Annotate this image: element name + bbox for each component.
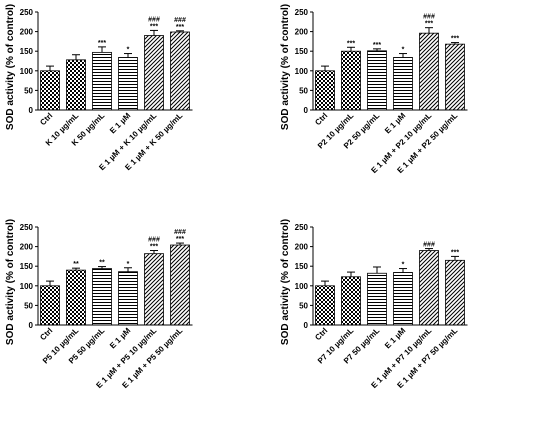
x-tick-label: E 1 µM	[108, 326, 133, 351]
y-axis-label: SOD activity (% of control)	[5, 219, 16, 345]
significance-label: *	[402, 262, 405, 269]
significance-label: **	[99, 260, 105, 267]
y-tick-label: 150	[295, 47, 309, 56]
x-tick-label: E 1 µM	[383, 326, 408, 351]
bar	[367, 272, 387, 326]
bar	[66, 269, 86, 326]
significance-label: *	[127, 261, 130, 268]
bar	[92, 268, 112, 326]
y-tick-label: 0	[304, 321, 309, 330]
sod-chart-p7: SOD activity (% of control) Ctrl P7 10 µg/…	[275, 215, 550, 430]
y-tick-label: 150	[295, 262, 309, 271]
sod-chart-p5: SOD activity (% of control) Ctrl ** P5 10 µ…	[0, 215, 275, 430]
bar	[144, 35, 164, 111]
y-tick-label: 100	[295, 282, 309, 291]
significance-label: ***	[176, 236, 184, 243]
y-tick-label: 200	[20, 28, 34, 37]
significance-vs-e-label: ###	[423, 14, 435, 21]
sod-chart-k: SOD activity (% of control) Ctrl K 10 µg/m…	[0, 0, 275, 215]
significance-label: ***	[176, 24, 184, 31]
y-axis-label: SOD activity (% of control)	[280, 4, 291, 130]
y-tick-label: 150	[20, 262, 34, 271]
bar	[341, 276, 361, 326]
bar	[367, 50, 387, 111]
y-tick-label: 0	[29, 106, 34, 115]
significance-label: ***	[150, 244, 158, 251]
significance-vs-e-label: ###	[174, 229, 186, 236]
y-tick-label: 250	[20, 223, 34, 232]
y-tick-label: 50	[299, 86, 308, 95]
bar	[341, 50, 361, 111]
significance-vs-e-label: ###	[174, 17, 186, 24]
y-tick-label: 0	[304, 106, 309, 115]
chart-svg: SOD activity (% of control) Ctrl***P2 10 …	[280, 4, 468, 175]
significance-label: *	[402, 47, 405, 54]
x-tick-label: Ctrl	[38, 326, 54, 342]
x-tick-label: Ctrl	[313, 326, 329, 342]
significance-label: *	[127, 47, 130, 54]
bar	[118, 271, 138, 326]
bar	[393, 57, 413, 111]
bar	[445, 43, 465, 111]
x-tick-label: Ctrl	[313, 111, 329, 127]
bar	[118, 57, 138, 111]
significance-label: **	[73, 261, 79, 268]
y-tick-label: 200	[20, 243, 34, 252]
y-tick-label: 200	[295, 243, 309, 252]
bar	[393, 272, 413, 326]
significance-label: ***	[373, 42, 381, 49]
significance-vs-e-label: ###	[148, 16, 160, 23]
significance-label: ***	[451, 249, 459, 256]
y-tick-label: 100	[295, 67, 309, 76]
x-tick-label: E 1 µM	[383, 111, 408, 136]
bar	[170, 244, 190, 326]
y-tick-label: 100	[20, 282, 34, 291]
bar	[144, 253, 164, 326]
y-tick-label: 250	[20, 8, 34, 17]
bar	[40, 285, 60, 326]
bar	[419, 250, 439, 326]
bar	[92, 51, 112, 111]
bar	[419, 32, 439, 111]
bar	[170, 31, 190, 111]
y-tick-label: 150	[20, 47, 34, 56]
y-axis-label: SOD activity (% of control)	[280, 219, 291, 345]
bar	[40, 70, 60, 111]
bar	[315, 285, 335, 326]
y-axis-label: SOD activity (% of control)	[5, 4, 16, 130]
significance-label: ***	[98, 40, 106, 47]
significance-label: ***	[451, 36, 459, 43]
y-tick-label: 0	[29, 321, 34, 330]
bar	[66, 59, 86, 111]
significance-vs-e-label: ###	[423, 242, 435, 249]
significance-label: ***	[425, 21, 433, 28]
y-tick-label: 50	[299, 301, 308, 310]
significance-label: ***	[150, 23, 158, 30]
y-tick-label: 50	[24, 301, 33, 310]
bar	[315, 70, 335, 111]
sod-chart-p2: SOD activity (% of control) Ctrl *** P2 10 …	[275, 0, 550, 215]
y-tick-label: 250	[295, 8, 309, 17]
significance-vs-e-label: ###	[148, 237, 160, 244]
x-tick-label: Ctrl	[38, 111, 54, 127]
y-tick-label: 250	[295, 223, 309, 232]
y-tick-label: 50	[24, 86, 33, 95]
bar	[445, 259, 465, 326]
y-tick-label: 100	[20, 67, 34, 76]
significance-label: ***	[347, 40, 355, 47]
chart-svg: SOD activity (% of control) Ctrl**P5 10 µ…	[5, 219, 193, 390]
y-tick-label: 200	[295, 28, 309, 37]
x-tick-label: E 1 µM	[108, 111, 133, 136]
